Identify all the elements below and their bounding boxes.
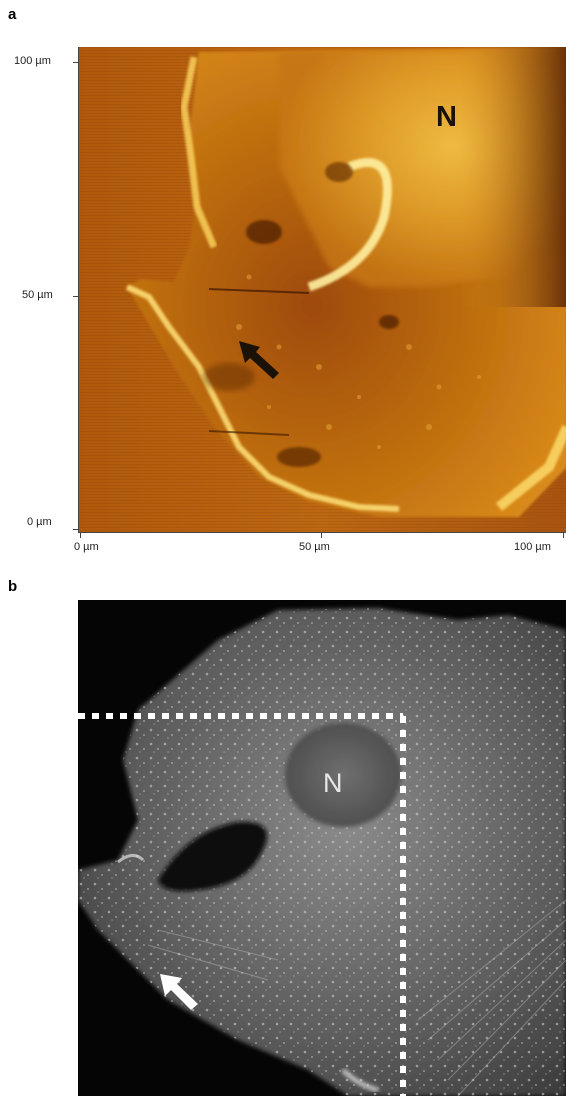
x-tick-mark-0 [80, 532, 81, 538]
fluorescence-image [78, 600, 566, 1096]
y-tick-mark-50 [73, 296, 79, 297]
y-tick-0: 0 µm [27, 516, 52, 528]
cell-speckles [78, 608, 566, 1096]
nucleus-label-b: N [323, 768, 343, 798]
arrow-icon [160, 974, 198, 1010]
bright-fold [307, 158, 392, 292]
x-tick-0: 0 µm [74, 541, 99, 553]
stress-fibers [147, 899, 566, 1096]
y-tick-50: 50 µm [22, 289, 53, 301]
cell-edge-ridge [125, 284, 400, 512]
cell-top-ridge [180, 56, 218, 249]
nucleus-label-a: N [436, 101, 457, 133]
fluorescence-image-svg [78, 600, 566, 1096]
panel-a-letter: a [8, 6, 17, 23]
y-tick-mark-100 [73, 62, 79, 63]
afm-image-svg [79, 47, 566, 532]
y-tick-100: 100 µm [14, 55, 51, 67]
nucleus-b [285, 723, 401, 827]
cell-hole [158, 821, 268, 892]
x-tick-50: 50 µm [299, 541, 330, 553]
arrow-icon [239, 341, 279, 379]
x-tick-mark-100 [563, 532, 564, 538]
x-tick-100: 100 µm [514, 541, 551, 553]
y-tick-mark-0 [73, 529, 79, 530]
panel-b-letter: b [8, 578, 18, 595]
x-tick-mark-50 [321, 532, 322, 538]
right-shadow [459, 47, 566, 307]
afm-image [78, 47, 566, 533]
